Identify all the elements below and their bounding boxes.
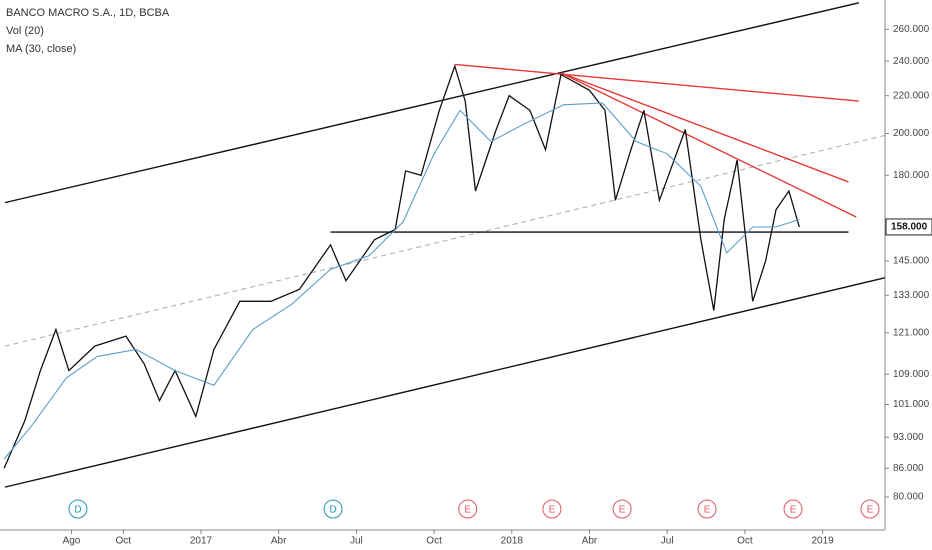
- last-price-label: 158.000: [891, 222, 928, 233]
- plot-area: [3, 2, 885, 488]
- y-axis-strip: [885, 0, 932, 550]
- y-tick-label: 200.000: [893, 128, 930, 139]
- x-tick-label: Oct: [426, 536, 442, 547]
- event-marker: [68, 499, 88, 519]
- chart-title: BANCO MACRO S.A., 1D, BCBA: [6, 7, 170, 19]
- y-tick-label: 86.000: [893, 463, 924, 474]
- x-tick-label: 2017: [190, 536, 213, 547]
- x-tick-label: Oct: [116, 536, 132, 547]
- trend-line: [4, 277, 885, 488]
- x-tick-label: Jul: [350, 536, 363, 547]
- trend-line: [454, 63, 859, 102]
- ma-line: [3, 102, 800, 460]
- y-tick-label: 180.000: [893, 170, 930, 181]
- x-tick-label: 2018: [501, 536, 524, 547]
- event-marker: [783, 499, 803, 519]
- y-tick-label: 109.000: [893, 369, 930, 380]
- x-tick-label: Abr: [271, 536, 287, 547]
- y-tick-label: 260.000: [893, 24, 930, 35]
- legend: BANCO MACRO S.A., 1D, BCBA Vol (20) MA (…: [6, 7, 170, 55]
- y-tick-label: 101.000: [893, 399, 930, 410]
- trend-line: [4, 2, 860, 204]
- y-tick-label: 93.000: [893, 432, 924, 443]
- event-label: E: [704, 505, 711, 516]
- event-marker: [323, 499, 343, 519]
- event-marker: [458, 499, 478, 519]
- event-label: E: [790, 505, 797, 516]
- event-label: E: [867, 505, 874, 516]
- y-tick-label: 145.000: [893, 256, 930, 267]
- x-tick-label: Abr: [582, 536, 598, 547]
- event-marker: [542, 499, 562, 519]
- trend-line: [560, 72, 857, 218]
- event-marker: [612, 499, 632, 519]
- event-label: D: [74, 505, 81, 516]
- x-tick-label: Jul: [661, 536, 674, 547]
- x-tick-label: Ago: [63, 536, 81, 547]
- trend-line: [560, 72, 849, 183]
- price-line: [3, 63, 800, 469]
- event-marker: [697, 499, 717, 519]
- event-label: E: [464, 505, 471, 516]
- y-tick-label: 80.000: [893, 492, 924, 503]
- event-label: E: [619, 505, 626, 516]
- y-tick-label: 133.000: [893, 290, 930, 301]
- y-tick-label: 220.000: [893, 90, 930, 101]
- y-tick-label: 240.000: [893, 56, 930, 67]
- x-tick-label: Oct: [737, 536, 753, 547]
- x-tick-label: 2019: [811, 536, 834, 547]
- event-label: E: [549, 505, 556, 516]
- last-price-box: [885, 218, 932, 236]
- event-label: D: [329, 505, 336, 516]
- indicator-label: MA (30, close): [6, 43, 76, 55]
- y-tick-label: 121.000: [893, 327, 930, 338]
- indicator-label: Vol (20): [6, 25, 44, 37]
- trend-line: [4, 134, 885, 347]
- event-marker: [860, 499, 880, 519]
